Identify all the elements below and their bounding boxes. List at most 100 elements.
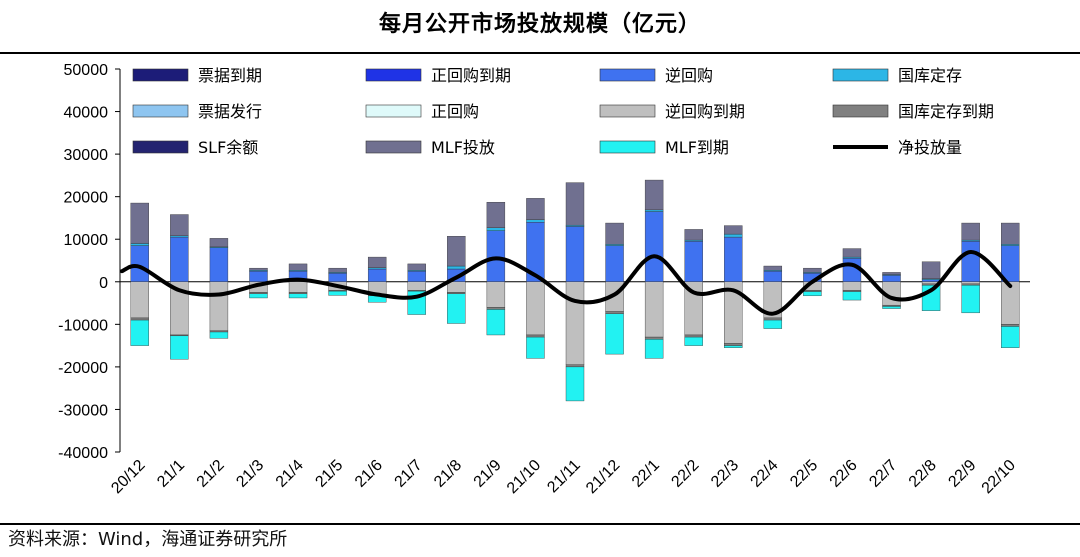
bar-21/9-国库定存到期 <box>486 307 506 310</box>
bar-21/9-MLF投放 <box>486 201 506 228</box>
bar-21/11-MLF投放 <box>565 182 585 226</box>
bar-22/3-MLF投放 <box>724 225 743 235</box>
legend-label: SLF余额 <box>198 138 258 157</box>
bar-21/8-国库定存 <box>447 265 466 270</box>
legend-swatch <box>832 68 889 82</box>
legend-swatch <box>365 140 422 154</box>
bar-21/7-逆回购到期 <box>407 281 426 291</box>
x-tick-label: 21/10 <box>504 457 544 497</box>
legend-label: MLF投放 <box>431 138 495 157</box>
y-tick-label: 20000 <box>64 190 109 207</box>
bar-22/4-MLF到期 <box>763 319 783 329</box>
bar-22/1-逆回购到期 <box>644 281 664 338</box>
x-tick-label: 21/12 <box>583 457 623 497</box>
bar-20/12-逆回购到期 <box>130 281 149 319</box>
legend-swatch <box>132 140 189 154</box>
legend-swatch <box>599 68 656 82</box>
legend-label: 国库定存到期 <box>898 102 994 121</box>
bar-21/8-MLF到期 <box>447 293 466 324</box>
x-tick-label: 21/9 <box>471 457 505 491</box>
bar-20/12-国库定存到期 <box>130 317 149 321</box>
x-axis: 20/12 21/1 21/2 21/3 21/4 21/5 21/6 21/7 21/8 21/… <box>108 457 1019 497</box>
bar-20/12-国库定存 <box>130 243 149 246</box>
x-tick-label: 21/3 <box>233 457 267 491</box>
bar-22/9-MLF到期 <box>961 284 980 314</box>
bar-21/1-逆回购 <box>170 236 189 282</box>
bar-22/10-逆回购到期 <box>1001 281 1020 325</box>
net-line-layer <box>120 249 1013 316</box>
bar-21/3-MLF投放 <box>249 267 268 271</box>
bar-22/2-MLF投放 <box>684 229 703 241</box>
bar-21/3-逆回购 <box>249 270 268 282</box>
bar-22/6-MLF投放 <box>842 248 862 258</box>
bar-21/5-逆回购 <box>328 273 347 282</box>
bar-21/10-MLF投放 <box>526 198 545 220</box>
x-tick-label: 21/5 <box>312 457 346 491</box>
bar-21/2-MLF投放 <box>209 238 229 248</box>
legend-label: MLF到期 <box>665 138 729 157</box>
y-tick-label: 0 <box>99 275 108 292</box>
x-tick-label: 22/4 <box>748 457 782 491</box>
bar-22/4-国库定存到期 <box>763 317 783 321</box>
bar-21/11-国库定存到期 <box>565 364 585 368</box>
bar-22/4-逆回购 <box>763 270 783 282</box>
bar-20/12-逆回购 <box>130 245 149 282</box>
source-note: 资料来源：Wind，海通证券研究所 <box>8 529 288 550</box>
bar-22/6-MLF到期 <box>842 291 862 301</box>
legend-label: 逆回购 <box>665 66 713 85</box>
bars-layer <box>130 179 1020 402</box>
bar-21/4-逆回购到期 <box>288 281 308 293</box>
bar-22/6-逆回购到期 <box>842 281 862 291</box>
x-tick-label: 20/12 <box>108 457 148 497</box>
bar-22/5-MLF到期 <box>803 291 822 297</box>
bar-21/3-MLF到期 <box>249 293 268 299</box>
bar-21/9-逆回购到期 <box>486 281 506 308</box>
bar-22/2-MLF到期 <box>684 336 703 346</box>
bar-21/10-逆回购到期 <box>526 281 545 336</box>
bar-21/12-国库定存到期 <box>605 311 624 314</box>
x-tick-label: 21/7 <box>392 457 426 491</box>
x-tick-label: 21/8 <box>431 457 465 491</box>
legend-label: 逆回购到期 <box>665 102 745 121</box>
x-tick-label: 21/6 <box>352 457 386 491</box>
bar-21/2-MLF到期 <box>209 331 229 339</box>
x-tick-label: 22/7 <box>866 457 900 491</box>
bar-20/12-MLF投放 <box>130 202 149 244</box>
bar-22/10-国库定存到期 <box>1001 324 1020 327</box>
bar-22/3-国库定存到期 <box>724 343 743 346</box>
bar-22/1-MLF到期 <box>644 339 664 359</box>
legend-swatch <box>832 104 889 118</box>
y-tick-label: 40000 <box>64 105 109 122</box>
bar-21/7-逆回购 <box>407 270 426 282</box>
bar-21/10-国库定存到期 <box>526 334 545 338</box>
title-divider <box>0 52 1080 54</box>
bar-21/6-MLF投放 <box>367 256 387 268</box>
bar-22/7-MLF投放 <box>882 272 901 275</box>
y-tick-label: -10000 <box>58 317 108 334</box>
bar-21/9-国库定存 <box>486 227 506 231</box>
x-tick-label: 21/2 <box>194 457 228 491</box>
x-tick-label: 22/3 <box>708 457 742 491</box>
legend-swatch <box>132 68 189 82</box>
bar-22/3-逆回购 <box>724 236 743 282</box>
bar-21/5-MLF投放 <box>328 267 347 273</box>
y-tick-label: 30000 <box>64 147 109 164</box>
bar-21/9-MLF到期 <box>486 309 506 336</box>
x-tick-label: 21/11 <box>544 457 584 497</box>
bar-21/10-国库定存 <box>526 219 545 223</box>
bar-21/10-MLF到期 <box>526 336 545 359</box>
bar-21/8-逆回购到期 <box>447 281 466 293</box>
bar-21/11-逆回购 <box>565 226 585 282</box>
legend-label: 国库定存 <box>898 66 962 85</box>
chart: 50000 40000 30000 20000 10000 0 -10000 -20000 -3… <box>58 62 1030 497</box>
y-tick-label: 50000 <box>64 62 109 79</box>
legend-label: 净投放量 <box>898 138 962 157</box>
x-tick-label: 21/4 <box>273 457 307 491</box>
x-tick-label: 22/2 <box>668 457 702 491</box>
bar-22/8-MLF投放 <box>921 261 941 279</box>
bar-22/1-国库定存到期 <box>644 336 664 340</box>
legend-swatch <box>599 140 656 154</box>
bar-22/7-MLF到期 <box>882 306 901 309</box>
x-tick-label: 22/10 <box>979 457 1019 497</box>
